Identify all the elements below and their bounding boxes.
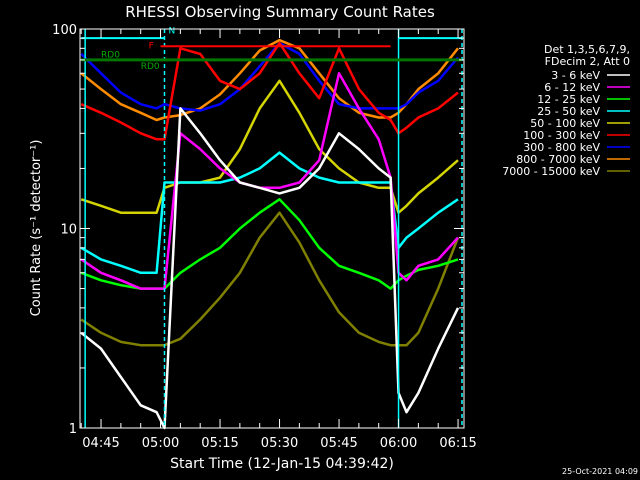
x-tick-label: 05:00 [142, 436, 179, 451]
series-line-5 [80, 79, 459, 214]
y-tick-label: 100 [52, 23, 77, 38]
rd0-label: RD0 [141, 62, 160, 72]
series-line-4 [80, 151, 459, 275]
legend-entry-label: 7000 - 15000 keV [502, 165, 600, 178]
x-tick-label: 05:30 [261, 436, 298, 451]
series-line-6 [80, 41, 459, 141]
y-axis-label: Count Rate (s⁻¹ detector⁻¹) [29, 140, 44, 317]
series-layer [80, 38, 460, 430]
x-tick-label: 04:45 [82, 436, 119, 451]
series-line-9 [80, 211, 460, 347]
legend-entry-label: 12 - 25 keV [537, 93, 600, 106]
legend-entry-label: 3 - 6 keV [551, 69, 600, 82]
y-tick-label: 1 [69, 422, 77, 437]
x-tick-label: 06:15 [439, 436, 476, 451]
series-line-1 [80, 107, 460, 430]
legend-entry-label: 800 - 7000 keV [516, 153, 600, 166]
x-axis: 04:45 05:00 05:15 05:30 05:45 06:00 06:15 [80, 29, 477, 451]
f-label: F [149, 41, 154, 51]
timestamp-label: 25-Oct-2021 04:09 [562, 467, 638, 476]
legend-entry-label: 50 - 100 keV [530, 117, 600, 130]
y-tick-label: 10 [60, 223, 77, 238]
legend-title-line: Det 1,3,5,6,7,9, [544, 43, 630, 56]
x-tick-label: 05:45 [320, 436, 357, 451]
x-tick-label: 06:00 [380, 436, 417, 451]
series-line-8 [80, 38, 459, 122]
legend: Det 1,3,5,6,7,9,FDecim 2, Att 03 - 6 keV… [502, 43, 630, 178]
n-label: N [168, 26, 175, 36]
rd0-label: RD0 [101, 50, 120, 60]
legend-entry-label: 100 - 300 keV [523, 129, 600, 142]
legend-title-line: FDecim 2, Att 0 [545, 55, 630, 68]
y-axis: 1 10 100 [52, 23, 464, 437]
legend-entry-label: 25 - 50 keV [537, 105, 600, 118]
legend-entry-label: 6 - 12 keV [544, 81, 600, 94]
annotation-layer: N F RD0 RD0 [81, 26, 463, 428]
series-line-2 [80, 72, 459, 290]
x-tick-label: 05:15 [201, 436, 238, 451]
legend-entry-label: 300 - 800 keV [523, 141, 600, 154]
chart-title: RHESSI Observing Summary Count Rates [125, 3, 435, 21]
x-axis-label: Start Time (12-Jan-15 04:39:42) [170, 456, 394, 472]
